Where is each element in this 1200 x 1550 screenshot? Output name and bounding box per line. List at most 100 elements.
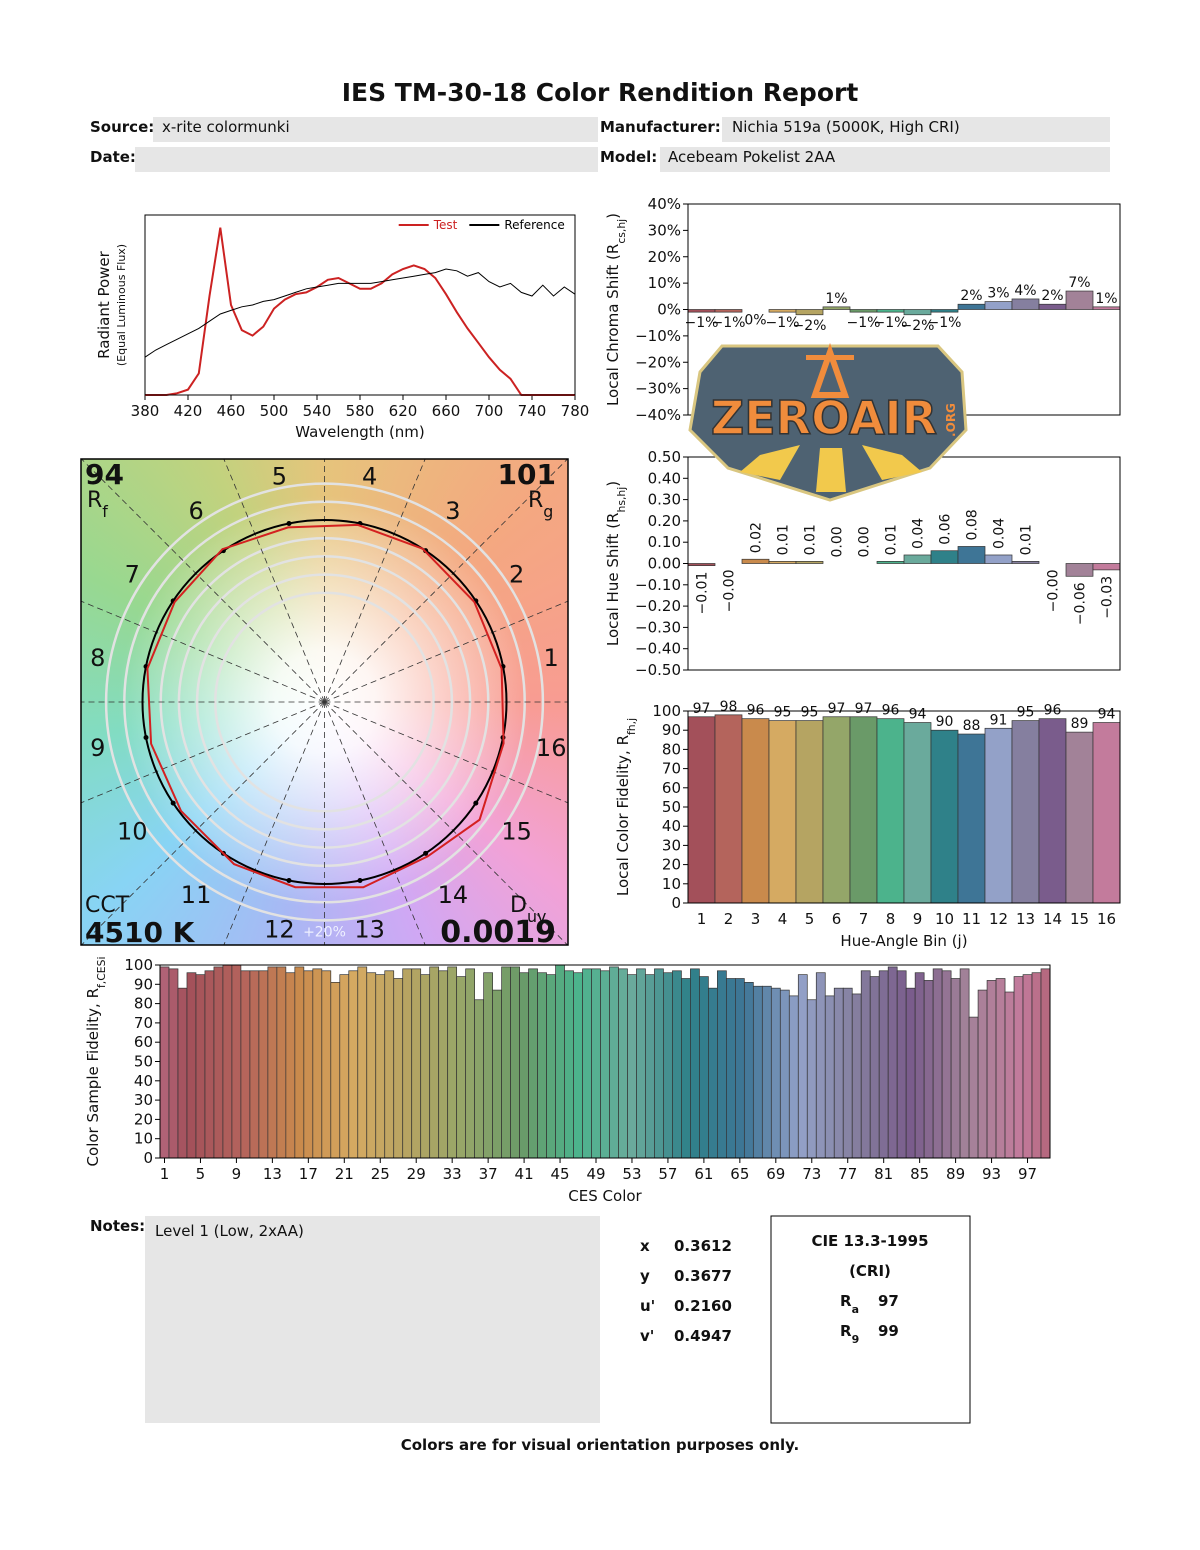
- value-label: 0.08: [965, 509, 981, 540]
- rf-symbol: Rf: [87, 488, 108, 521]
- bin-label: 13: [354, 916, 385, 944]
- y-tick-label: 80: [134, 995, 153, 1013]
- bar: [806, 999, 817, 1159]
- x-tick-label: 9: [232, 1165, 242, 1183]
- text-part: ): [604, 213, 622, 219]
- y-axis-label: Local Chroma Shift (Rcs,hj): [604, 213, 628, 406]
- value-label: 1%: [1095, 291, 1117, 307]
- bin-label: 14: [438, 881, 469, 909]
- bar: [768, 561, 797, 564]
- notes-box: [145, 1216, 600, 1423]
- bar: [903, 309, 932, 316]
- bar: [1004, 991, 1015, 1159]
- value-label: 0.06: [938, 513, 954, 544]
- chromaticity-value: 0.3612: [674, 1237, 732, 1255]
- bar: [267, 966, 278, 1159]
- x-tick-label: 65: [730, 1165, 749, 1183]
- x-tick-label: 13: [263, 1165, 282, 1183]
- bar: [849, 309, 878, 313]
- text-part: Local Hue Shift (R: [604, 513, 622, 647]
- x-tick-label: 10: [935, 910, 954, 928]
- x-tick-label: 700: [475, 402, 504, 420]
- bar: [402, 968, 413, 1159]
- bar: [447, 966, 458, 1159]
- value-label: 2%: [1041, 288, 1063, 304]
- value-label: −0.03: [1100, 576, 1116, 619]
- y-tick-label: 0%: [657, 301, 681, 319]
- value-label: −1%: [847, 315, 881, 331]
- bar: [555, 964, 565, 1159]
- bar: [582, 968, 592, 1159]
- bar: [393, 978, 404, 1159]
- value-label: 97: [855, 701, 873, 717]
- bin-label: 10: [117, 817, 148, 845]
- x-tick-label: 81: [874, 1165, 893, 1183]
- x-tick-label: 11: [962, 910, 981, 928]
- x-tick-label: 12: [989, 910, 1008, 928]
- bin-label: 6: [188, 497, 203, 525]
- cri-value: 99: [878, 1322, 899, 1340]
- bin-divider: [324, 701, 568, 945]
- x-tick-label: 37: [479, 1165, 498, 1183]
- bin-divider: [324, 459, 426, 703]
- bar: [932, 968, 943, 1159]
- value-label: −0.00: [1046, 570, 1062, 613]
- y-tick-label: 90: [662, 721, 681, 739]
- value-label: 7%: [1068, 275, 1090, 291]
- bar: [851, 993, 862, 1159]
- symbol: R: [840, 1292, 852, 1310]
- bar: [618, 968, 628, 1159]
- subscript: g: [543, 502, 553, 521]
- bar: [735, 978, 745, 1159]
- x-tick-label: 15: [1070, 910, 1089, 928]
- y-tick-label: −10%: [635, 327, 681, 345]
- bar: [546, 974, 556, 1159]
- bar: [1092, 563, 1121, 571]
- x-tick-label: 460: [217, 402, 246, 420]
- rf-value: 94: [85, 458, 124, 491]
- value-label: −0.06: [1073, 582, 1089, 625]
- bar: [795, 720, 824, 904]
- bar: [905, 987, 916, 1159]
- x-tick-label: 49: [586, 1165, 605, 1183]
- x-tick-label: 45: [551, 1165, 570, 1183]
- bin-label: 16: [536, 734, 567, 762]
- bin-label: 8: [90, 644, 105, 672]
- bar: [860, 970, 871, 1159]
- x-tick-label: 89: [946, 1165, 965, 1183]
- bar: [654, 968, 664, 1159]
- bar: [743, 982, 754, 1159]
- y-tick-label: 0.20: [648, 512, 681, 530]
- field-box: [660, 147, 1110, 172]
- y-tick-label: −20%: [635, 353, 681, 371]
- y-tick-label: 0.00: [648, 555, 681, 573]
- value-label: 0.01: [1019, 524, 1035, 555]
- notes-label: Notes:: [90, 1217, 145, 1235]
- value-label: −0.00: [722, 570, 738, 613]
- subscript: hs,hj: [615, 487, 628, 513]
- bar: [876, 309, 905, 313]
- y-tick-label: 20: [134, 1110, 153, 1128]
- bar: [984, 301, 1013, 310]
- x-tick-label: 14: [1043, 910, 1062, 928]
- y-tick-label: 30%: [648, 221, 681, 239]
- bar: [186, 972, 197, 1159]
- vector-plot: [81, 459, 568, 945]
- bar: [941, 970, 952, 1159]
- x-tick-label: 16: [1097, 910, 1116, 928]
- bar: [1013, 976, 1024, 1159]
- bar: [768, 720, 797, 904]
- bar: [465, 968, 475, 1159]
- y-axis-label: Local Hue Shift (Rhs,hj): [604, 481, 628, 646]
- y-tick-label: 40%: [648, 195, 681, 213]
- legend-label: Test: [433, 218, 458, 232]
- bar: [312, 968, 323, 1159]
- x-tick-label: 69: [766, 1165, 785, 1183]
- y-tick-label: 40: [662, 817, 681, 835]
- x-tick-label: 57: [658, 1165, 677, 1183]
- bar: [609, 966, 619, 1159]
- bar: [687, 563, 716, 566]
- y-tick-label: 100: [652, 702, 681, 720]
- cct-value: 4510 K: [85, 916, 196, 949]
- bar: [294, 966, 305, 1159]
